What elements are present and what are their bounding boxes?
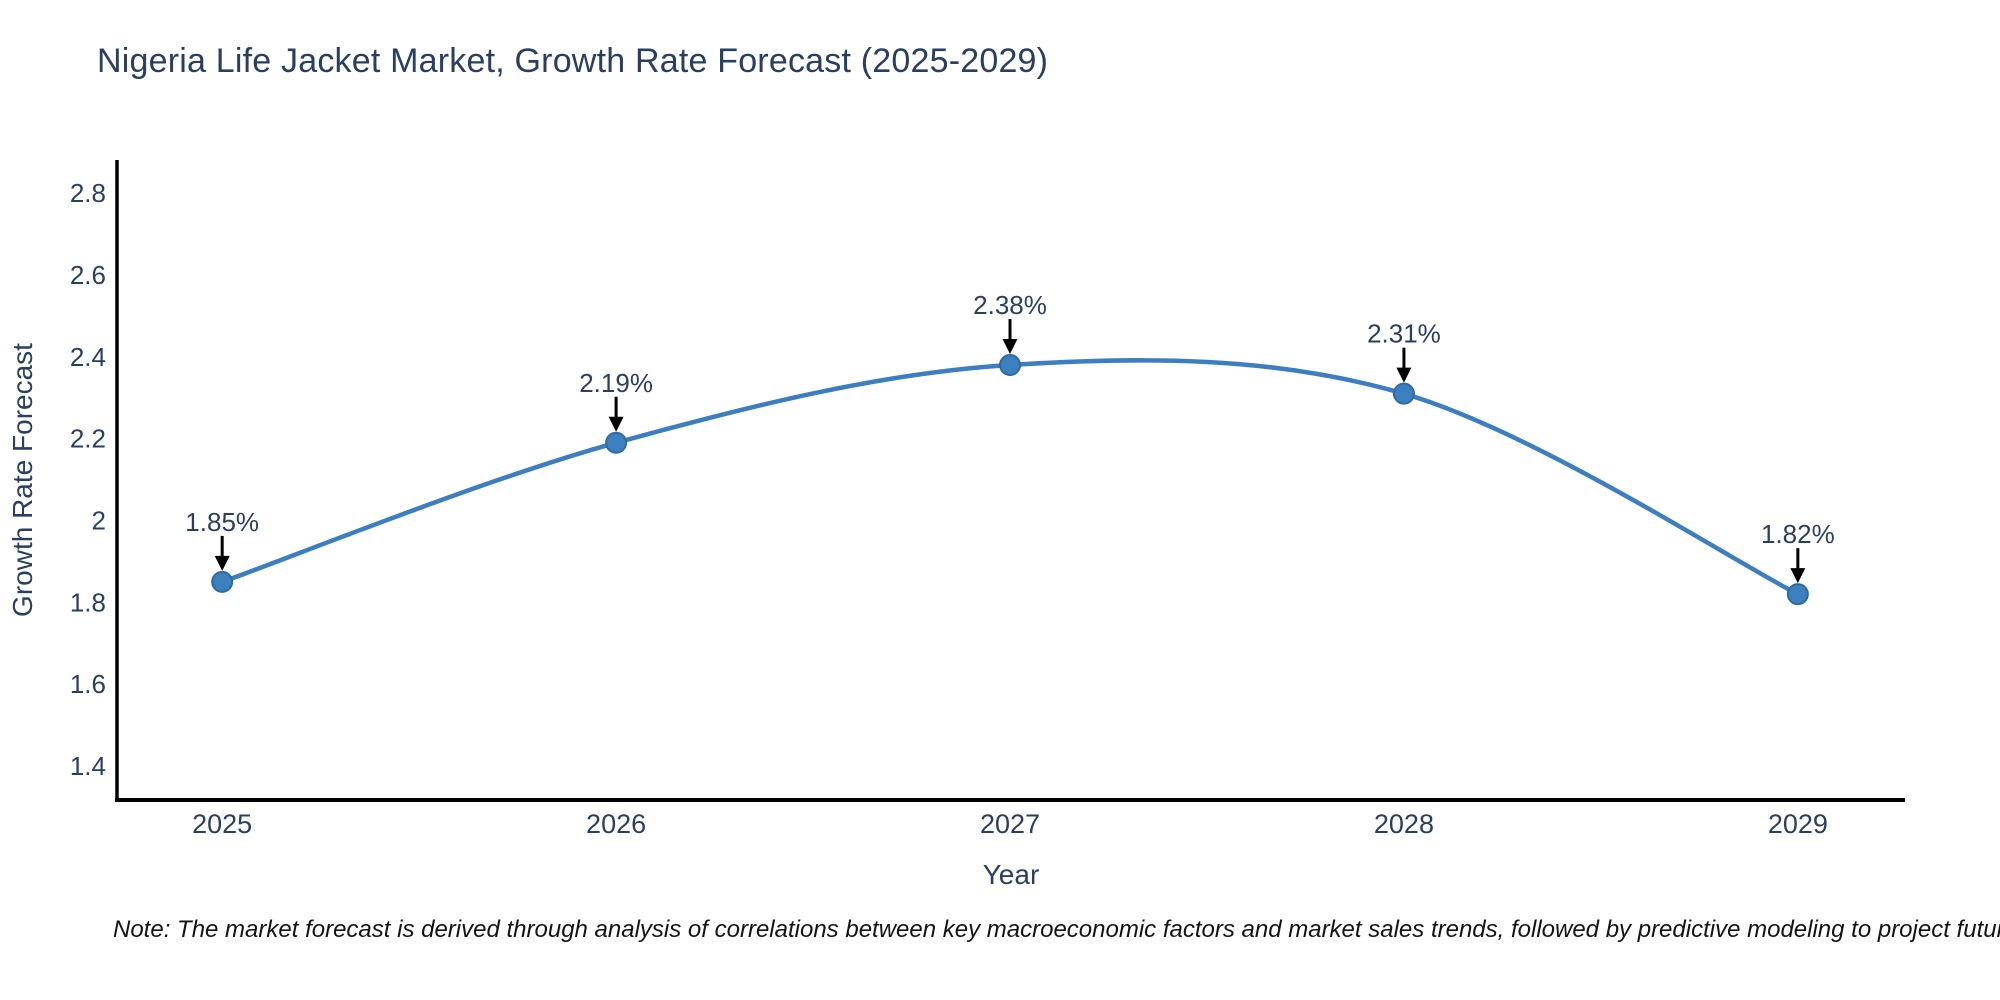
annotation-label: 2.38%: [973, 290, 1047, 320]
y-tick-label: 1.4: [70, 751, 106, 781]
point-annotation-2026: 2.19%: [579, 368, 653, 454]
point-annotation-2025: 1.85%: [185, 507, 259, 593]
y-axis-title: Growth Rate Forecast: [7, 343, 38, 617]
point-annotation-2029: 1.82%: [1761, 519, 1835, 606]
footnote-container: Note: The market forecast is derived thr…: [113, 916, 2000, 956]
annotation-label: 2.19%: [579, 368, 653, 398]
point-annotation-2028: 2.31%: [1367, 319, 1441, 405]
y-tick-label: 1.8: [70, 587, 106, 617]
annotation-arrowhead-icon: [1396, 367, 1412, 383]
y-tick-label: 2.4: [70, 342, 106, 372]
y-tick-label: 2: [92, 506, 106, 536]
annotation-label: 1.82%: [1761, 519, 1835, 549]
data-point-marker: [1392, 382, 1415, 405]
x-tick-label: 2028: [1374, 809, 1434, 839]
x-axis-title: Year: [983, 859, 1040, 890]
forecast-line: [219, 358, 1801, 597]
data-point-marker: [1786, 583, 1809, 606]
x-tick-label: 2029: [1768, 809, 1828, 839]
y-tick-label: 2.8: [70, 178, 106, 208]
annotation-arrowhead-icon: [608, 416, 624, 432]
annotation-arrowhead-icon: [1790, 568, 1806, 584]
annotation-arrowhead-icon: [1002, 339, 1018, 355]
data-point-marker: [211, 570, 234, 593]
y-tick-label: 2.6: [70, 260, 106, 290]
y-tick-label: 2.2: [70, 424, 106, 454]
x-tick-label: 2026: [586, 809, 646, 839]
annotation-arrowhead-icon: [214, 555, 230, 571]
annotation-label: 2.31%: [1367, 319, 1441, 349]
data-point-marker: [605, 431, 628, 454]
chart-title: Nigeria Life Jacket Market, Growth Rate …: [97, 42, 1049, 80]
annotation-label: 1.85%: [185, 507, 259, 537]
y-tick-label: 1.6: [70, 669, 106, 699]
footnote-text: Note: The market forecast is derived thr…: [113, 916, 2000, 943]
x-tick-label: 2025: [192, 809, 252, 839]
x-tick-label: 2027: [980, 809, 1040, 839]
data-point-marker: [999, 354, 1022, 377]
point-annotation-2027: 2.38%: [973, 290, 1047, 377]
